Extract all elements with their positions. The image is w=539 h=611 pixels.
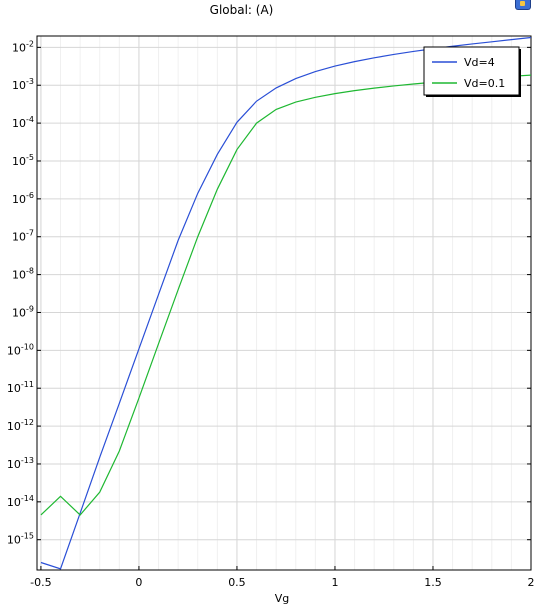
y-tick-label: 10-2	[12, 39, 34, 54]
y-tick-label: 10-12	[7, 418, 34, 433]
series-lines	[40, 36, 532, 570]
y-tick-label: 10-6	[12, 191, 34, 206]
y-tick-label: 10-7	[12, 229, 34, 244]
legend-box	[423, 46, 520, 96]
plot-frame	[36, 35, 532, 571]
y-tick-label: 10-8	[12, 267, 34, 282]
x-tick-label: 1	[331, 576, 338, 589]
x-tick-label: 1.5	[424, 576, 442, 589]
x-tick-label: 2	[528, 576, 535, 589]
x-axis-label: Vg	[275, 592, 290, 605]
x-tick-label: 0	[135, 576, 142, 589]
y-tick-label: 10-10	[7, 342, 34, 357]
y-tick-label: 10-15	[7, 532, 34, 547]
x-tick-label: -0.5	[30, 576, 51, 589]
y-tick-label: 10-11	[7, 380, 34, 395]
series-line-vd4	[40, 36, 532, 570]
y-tick-label: 10-4	[12, 115, 34, 130]
y-tick-label: 10-9	[12, 304, 34, 319]
export-icon[interactable]	[515, 0, 531, 10]
y-tick-label: 10-13	[7, 456, 34, 471]
chart-title: Global: (A)	[209, 3, 274, 17]
series-line-vd01	[40, 74, 532, 516]
grid	[37, 36, 532, 570]
y-tick-label: 10-3	[12, 77, 34, 92]
axis-ticks: -0.5 0 0.5 1 1.5 2 10-2 10-3 10-4 10-5 10-6 10-7 10-…	[7, 39, 535, 589]
legend-label-vd4: Vd=4	[464, 56, 495, 69]
x-tick-label: 0.5	[228, 576, 246, 589]
legend-label-vd01: Vd=0.1	[464, 77, 505, 90]
y-tick-label: 10-14	[7, 494, 34, 509]
legend: Vd=4 Vd=0.1	[423, 46, 521, 97]
y-tick-label: 10-5	[12, 153, 34, 168]
